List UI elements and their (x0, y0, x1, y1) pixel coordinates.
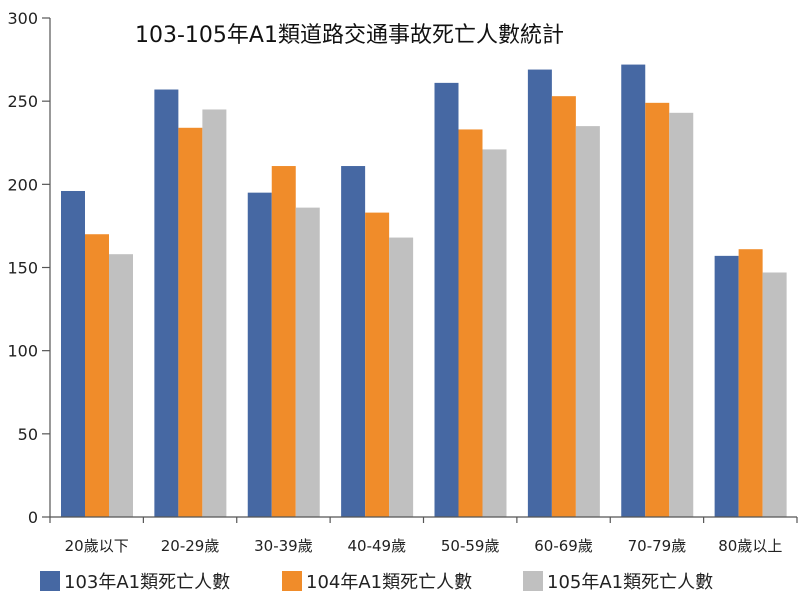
bar-s1-7 (621, 64, 646, 517)
x-tick-label: 80歲以上 (718, 537, 782, 555)
bar-s2-1 (85, 234, 109, 517)
x-tick-label: 50-59歲 (441, 537, 500, 555)
bar-s2-7 (645, 102, 670, 517)
y-tick-label: 50 (18, 425, 38, 444)
axes-layer: 0 50 100 150 200 250 300 20歲以下 20-29歲 30-39歲 40-49… (7, 9, 798, 555)
bar-s1-6 (527, 69, 552, 518)
bar-s3-2 (202, 109, 227, 517)
bar-s3-5 (482, 149, 507, 518)
y-tick-label: 100 (7, 342, 38, 361)
x-tick-label: 30-39歲 (254, 537, 313, 555)
legend-swatch-1 (40, 571, 60, 591)
y-tick-label: 150 (7, 259, 38, 278)
bar-s2-3 (271, 166, 296, 517)
bar-s3-8 (762, 272, 787, 517)
bar-s2-8 (738, 249, 763, 517)
bar-s1-1 (61, 190, 85, 517)
legend-swatch-2 (282, 571, 302, 591)
bar-s2-5 (458, 129, 483, 517)
y-tick-label: 250 (7, 92, 38, 111)
x-tick-label: 60-69歲 (534, 537, 593, 555)
legend: 103年A1類死亡人數 104年A1類死亡人數 105年A1類死亡人數 (40, 571, 713, 593)
legend-label-3: 105年A1類死亡人數 (547, 572, 713, 593)
bar-s2-4 (365, 212, 390, 518)
x-tick-label: 20歲以下 (65, 537, 129, 555)
chart-title: 103-105年A1類道路交通事故死亡人數統計 (135, 23, 564, 48)
bar-s1-3 (247, 192, 272, 517)
bar-s1-2 (154, 89, 179, 518)
x-tick-label: 20-29歲 (161, 537, 220, 555)
bar-s2-2 (178, 127, 203, 517)
y-tick-label: 200 (7, 175, 38, 194)
bar-s3-3 (295, 207, 320, 517)
bar-s1-5 (434, 82, 459, 518)
x-tick-label: 70-79歲 (628, 537, 687, 555)
y-tick-label: 300 (7, 9, 38, 28)
bar-s1-4 (341, 166, 366, 517)
bar-s1-8 (714, 255, 739, 517)
y-tick-label: 0 (28, 508, 38, 527)
bar-s3-4 (389, 237, 414, 517)
bar-s3-7 (669, 112, 694, 517)
bars-layer (61, 64, 787, 518)
bar-s2-6 (551, 96, 576, 517)
bar-s3-6 (575, 126, 600, 517)
legend-swatch-3 (523, 571, 543, 591)
x-tick-label: 40-49歲 (348, 537, 407, 555)
legend-label-1: 103年A1類死亡人數 (64, 572, 230, 593)
bar-s3-1 (109, 254, 133, 517)
legend-label-2: 104年A1類死亡人數 (306, 572, 472, 593)
